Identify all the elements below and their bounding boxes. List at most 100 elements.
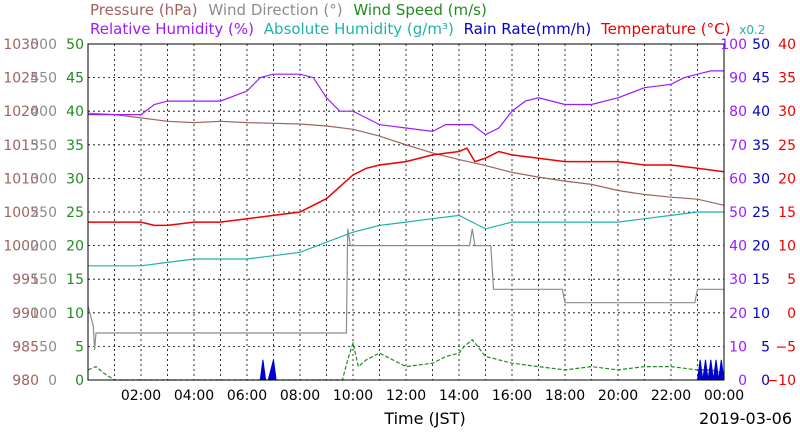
- right-axis-tick-label: 20: [752, 239, 770, 255]
- x-tick-label: 00:00: [704, 388, 744, 404]
- left-axis-tick-label: 1010: [3, 171, 39, 187]
- right-axis-tick-label: 20: [729, 306, 747, 322]
- right-axis-tick-label: 5: [761, 339, 770, 355]
- left-axis-tick-label: 35: [66, 138, 84, 154]
- left-axis-tick-label: 1020: [3, 104, 39, 120]
- left-axis-tick-label: 985: [12, 339, 39, 355]
- legend-relative-humidity: Relative Humidity (%): [90, 20, 254, 38]
- left-axis-tick-label: 500: [30, 37, 57, 53]
- right-axis-tick-label: 35: [752, 138, 770, 154]
- left-axis-tick-label: 1015: [3, 138, 39, 154]
- left-axis-tick-label: 20: [66, 239, 84, 255]
- x-tick-label: 14:00: [439, 388, 479, 404]
- left-axis-tick-label: 1025: [3, 71, 39, 87]
- right-axis-tick-label: 5: [787, 272, 796, 288]
- legend-wind-direction: Wind Direction (°): [208, 1, 343, 19]
- left-axis-tick-label: 100: [30, 306, 57, 322]
- right-axis-tick-label: 0: [787, 306, 796, 322]
- right-axis-tick-label: 30: [729, 272, 747, 288]
- right-axis-tick-label: 0: [738, 373, 747, 389]
- left-axis-tick-label: 150: [30, 272, 57, 288]
- x-tick-label: 16:00: [492, 388, 532, 404]
- left-axis-tick-label: 40: [66, 104, 84, 120]
- right-axis-tick-label: 30: [778, 104, 796, 120]
- x-tick-label: 10:00: [333, 388, 373, 404]
- left-axis-tick-label: 15: [66, 272, 84, 288]
- legend-row-2: Relative Humidity (%) Absolute Humidity …: [90, 20, 765, 39]
- left-axis-tick-label: 1030: [3, 37, 39, 53]
- right-axis-tick-label: 10: [752, 306, 770, 322]
- series-wind-direction: [87, 228, 724, 350]
- legend-pressure: Pressure (hPa): [90, 1, 198, 19]
- grid-lines: [88, 44, 724, 380]
- left-axis-tick-label: 200: [30, 239, 57, 255]
- right-axis-tick-label: 15: [752, 272, 770, 288]
- right-axis-tick-label: 15: [778, 205, 796, 221]
- right-axis-tick-label: 50: [729, 205, 747, 221]
- x-tick-label: 02:00: [121, 388, 161, 404]
- right-axis-tick-label: 30: [752, 171, 770, 187]
- tick-labels: 02:00 04:00 06:00 08:00 10:00 12:00 14:00 16:00…: [3, 37, 796, 404]
- series-pressure: [87, 112, 725, 206]
- x-tick-label: 06:00: [227, 388, 267, 404]
- series-layer: [87, 70, 725, 381]
- left-axis-tick-label: 450: [30, 71, 57, 87]
- x-tick-label: 12:00: [386, 388, 426, 404]
- right-axis-tick-label: 40: [752, 104, 770, 120]
- series-abs-humidity: [88, 211, 724, 267]
- legend-scale-note: x0.2: [739, 23, 766, 37]
- x-tick-label: 08:00: [280, 388, 320, 404]
- right-axis-tick-label: 10: [729, 339, 747, 355]
- left-axis-tick-label: 400: [30, 104, 57, 120]
- legend-absolute-humidity: Absolute Humidity (g/m³): [263, 20, 454, 38]
- right-axis-tick-label: 45: [752, 71, 770, 87]
- x-tick-label: 20:00: [598, 388, 638, 404]
- left-axis-tick-label: 350: [30, 138, 57, 154]
- x-tick-label: 18:00: [545, 388, 585, 404]
- right-axis-tick-label: −10: [766, 373, 796, 389]
- x-axis-title: Time (JST): [383, 409, 465, 428]
- right-axis-tick-label: 25: [752, 205, 770, 221]
- left-axis-tick-label: 250: [30, 205, 57, 221]
- left-axis-tick-label: 50: [39, 339, 57, 355]
- left-axis-tick-label: 50: [66, 37, 84, 53]
- right-axis-tick-label: 40: [729, 239, 747, 255]
- plot-frame: [87, 43, 725, 381]
- legend-temperature: Temperature (°C): [600, 20, 731, 38]
- right-axis-tick-label: 100: [720, 37, 747, 53]
- right-axis-tick-label: 20: [778, 171, 796, 187]
- left-axis-tick-label: 300: [30, 171, 57, 187]
- left-axis-tick-label: 995: [12, 272, 39, 288]
- left-axis-tick-label: 10: [66, 306, 84, 322]
- left-axis-tick-label: 990: [12, 306, 39, 322]
- right-axis-tick-label: 25: [778, 138, 796, 154]
- right-axis-tick-label: 50: [752, 37, 770, 53]
- right-axis-tick-label: 10: [778, 239, 796, 255]
- left-axis-tick-label: 1000: [3, 239, 39, 255]
- legend-wind-speed: Wind Speed (m/s): [353, 1, 487, 19]
- right-axis-tick-label: 40: [778, 37, 796, 53]
- right-axis-tick-label: 0: [761, 373, 770, 389]
- right-axis-tick-label: 60: [729, 171, 747, 187]
- series-rain: [259, 359, 725, 381]
- date-label: 2019-03-06: [699, 409, 792, 428]
- left-axis-tick-label: 0: [75, 373, 84, 389]
- x-tick-label: 22:00: [651, 388, 691, 404]
- legend-row-1: Pressure (hPa) Wind Direction (°) Wind S…: [90, 1, 487, 19]
- left-axis-tick-label: 45: [66, 71, 84, 87]
- series-humidity: [88, 70, 724, 136]
- left-axis-tick-label: 0: [48, 373, 57, 389]
- left-axis-tick-label: 1005: [3, 205, 39, 221]
- series-temperature: [88, 147, 725, 227]
- left-axis-tick-label: 5: [75, 339, 84, 355]
- right-axis-tick-label: 80: [729, 104, 747, 120]
- series-wind-speed: [87, 338, 725, 381]
- right-axis-tick-label: 90: [729, 71, 747, 87]
- left-axis-tick-label: 30: [66, 171, 84, 187]
- right-axis-tick-label: −5: [775, 339, 796, 355]
- right-axis-tick-label: 35: [778, 71, 796, 87]
- legend-rain-rate: Rain Rate(mm/h): [463, 20, 592, 38]
- left-axis-tick-label: 980: [12, 373, 39, 389]
- left-axis-tick-label: 25: [66, 205, 84, 221]
